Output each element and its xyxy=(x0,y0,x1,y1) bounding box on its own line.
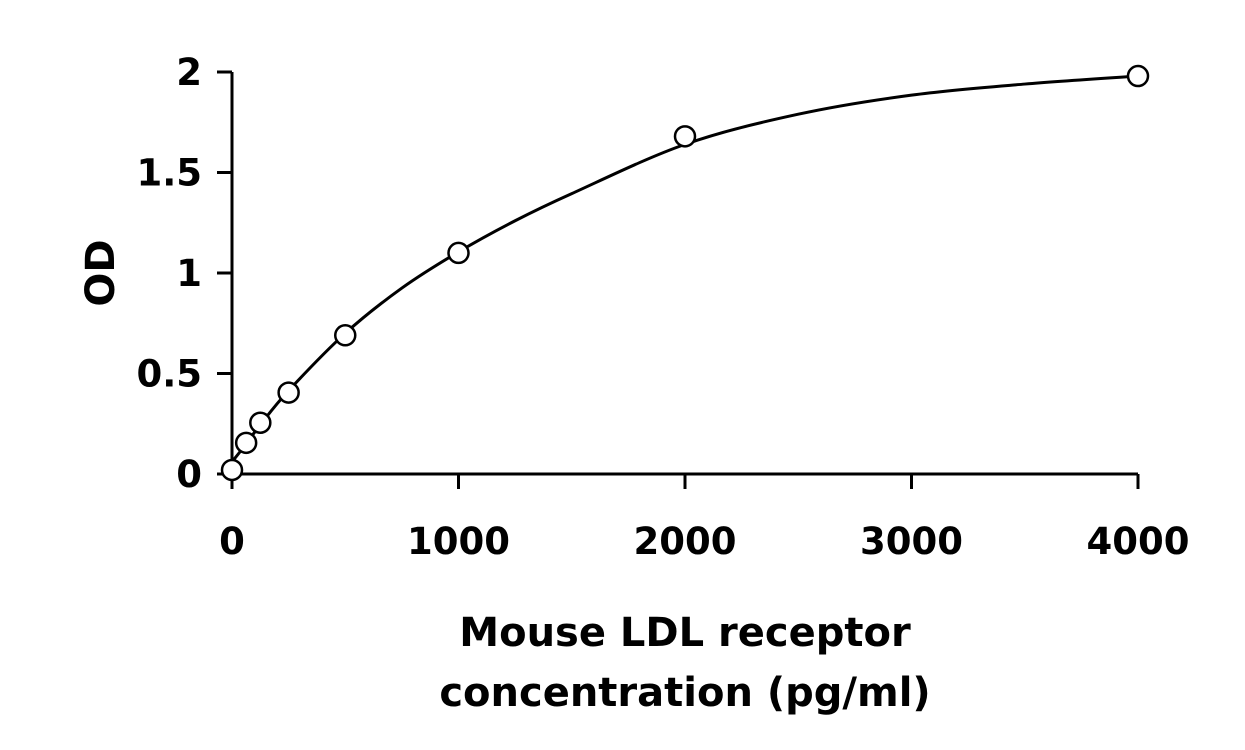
x-axis-title-line: Mouse LDL receptor xyxy=(459,610,911,656)
data-point xyxy=(334,324,357,347)
x-tick-label: 4000 xyxy=(1087,520,1190,563)
axis-titles: OD Mouse LDL receptor concentration (pg/ml… xyxy=(78,239,931,716)
data-point xyxy=(447,241,470,265)
x-tick-label: 3000 xyxy=(860,520,963,563)
x-tick-label: 1000 xyxy=(407,520,510,563)
data-point xyxy=(1126,64,1150,88)
fit-curve xyxy=(230,74,1139,463)
y-tick-label: 0.5 xyxy=(136,353,202,396)
axes xyxy=(217,70,1140,489)
data-point xyxy=(249,411,272,434)
y-tick-label: 1 xyxy=(176,252,202,295)
data-point xyxy=(277,381,300,404)
data-points xyxy=(220,64,1150,482)
fit-curve-layer xyxy=(230,74,1139,463)
x-axis-title-line: concentration (pg/ml) xyxy=(439,670,930,716)
y-tick-label: 1.5 xyxy=(136,152,202,195)
x-tick-label: 0 xyxy=(219,520,245,563)
tick-labels: 0 0.5 1 1.5 2 0 1000 2000 3000 4000 xyxy=(136,51,1189,563)
data-point xyxy=(673,125,697,148)
data-point xyxy=(220,458,244,482)
y-tick-label: 0 xyxy=(176,453,202,496)
y-axis-title: OD xyxy=(78,239,124,306)
x-tick-label: 2000 xyxy=(634,520,737,563)
data-point xyxy=(234,431,258,455)
y-tick-label: 2 xyxy=(176,51,202,94)
